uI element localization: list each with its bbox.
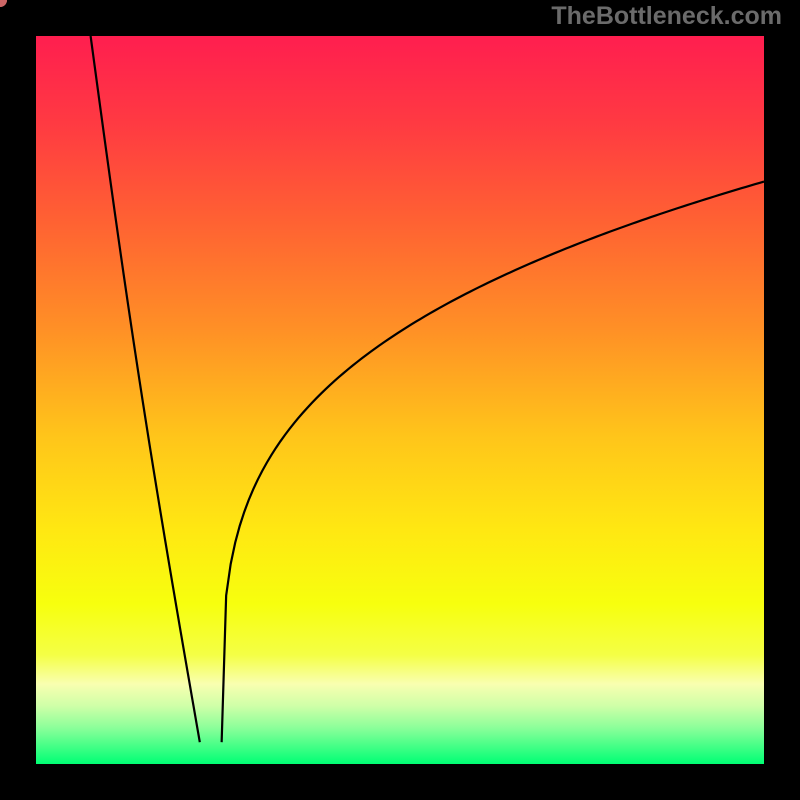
chart-container: TheBottleneck.com — [0, 0, 800, 800]
bottleneck-chart — [0, 0, 800, 800]
gradient-background — [36, 36, 764, 764]
notch-marker-cap — [0, 0, 7, 7]
watermark-text: TheBottleneck.com — [551, 2, 782, 31]
